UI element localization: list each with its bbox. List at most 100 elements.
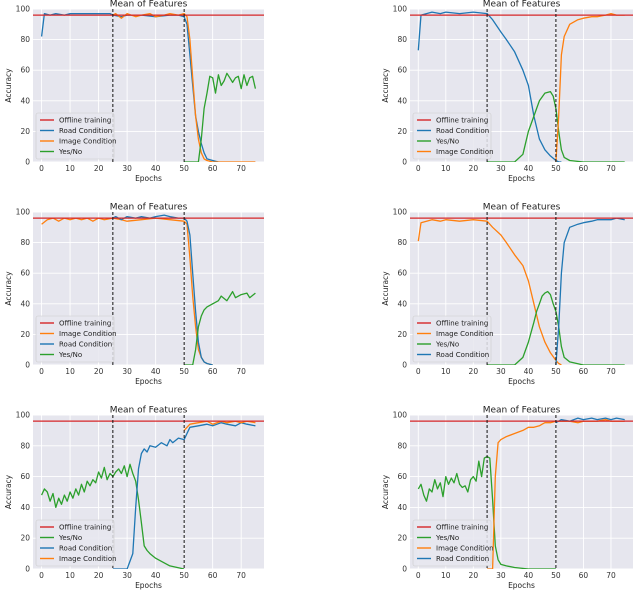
chart-2-ytick-label: 80 — [397, 35, 407, 44]
chart-2-xtick-label: 50 — [551, 164, 561, 173]
chart-1-legend: Offline training Road Condition Image Cond… — [35, 112, 117, 160]
chart-5-xtick-label: 70 — [236, 571, 246, 580]
chart-5-title: Mean of Features — [110, 406, 188, 416]
chart-1-ytick-label: 40 — [20, 96, 30, 105]
chart-3-ytick-label: 100 — [16, 208, 31, 217]
chart-3-ylabel: Accuracy — [4, 271, 13, 306]
chart-1-xtick-label: 20 — [94, 164, 104, 173]
chart-3-ytick-label: 80 — [20, 238, 30, 247]
chart-6-legend-label: Road Condition — [436, 555, 489, 563]
chart-3-xtick-label: 30 — [122, 367, 132, 376]
chart-4-xtick-label: 30 — [496, 367, 506, 376]
chart-3-xtick-label: 20 — [94, 367, 104, 376]
chart-1-title: Mean of Features — [110, 0, 188, 10]
chart-5-xlabel: Epochs — [135, 581, 162, 590]
chart-2-ytick-label: 60 — [397, 66, 407, 75]
chart-2-series-image-condition — [555, 12, 625, 162]
chart-1-ytick-label: 20 — [20, 127, 30, 136]
chart-4-xtick-label: 70 — [606, 367, 616, 376]
chart-5-xtick-label: 20 — [94, 571, 104, 580]
chart-2-ylabel: Accuracy — [381, 68, 390, 103]
chart-4-xtick-label: 60 — [579, 367, 589, 376]
chart-1-legend-label: Image Condition — [59, 138, 117, 146]
chart-4-ytick-label: 40 — [397, 299, 407, 308]
chart-5-xtick-label: 60 — [208, 571, 218, 580]
chart-2-ytick-label: 40 — [397, 96, 407, 105]
chart-1-legend-label: Road Condition — [59, 127, 112, 135]
chart-2-xtick-label: 60 — [579, 164, 589, 173]
chart-6-xtick-label: 30 — [496, 571, 506, 580]
chart-2-legend: Offline training Road Condition Yes/No Imag… — [412, 112, 494, 160]
chart-4-xtick-label: 10 — [441, 367, 451, 376]
chart-2-xtick-label: 40 — [524, 164, 534, 173]
chart-5-ytick-label: 0 — [25, 565, 30, 574]
chart-4-legend-label: Road Condition — [436, 351, 489, 359]
chart-6-legend-label: Image Condition — [436, 545, 494, 553]
chart-1-xtick-label: 50 — [179, 164, 189, 173]
chart-3-xtick-label: 10 — [65, 367, 75, 376]
chart-2-series-yes-no — [487, 90, 625, 162]
chart-6-xtick-label: 40 — [524, 571, 534, 580]
chart-6-legend-label: Offline training — [436, 524, 488, 532]
chart-3-legend-label: Yes/No — [58, 351, 82, 359]
chart-4-ytick-label: 0 — [402, 361, 407, 370]
chart-2-legend-label: Road Condition — [436, 127, 489, 135]
chart-4-series-group — [410, 212, 633, 365]
chart-3-legend-box — [35, 315, 115, 363]
chart-1-xlabel: Epochs — [135, 174, 162, 183]
chart-1-ylabel: Accuracy — [4, 68, 13, 103]
chart-5-xtick-label: 50 — [179, 571, 189, 580]
chart-4-ytick-label: 100 — [393, 208, 408, 217]
chart-3-xtick-label: 0 — [39, 367, 44, 376]
chart-3-title: Mean of Features — [110, 203, 188, 213]
chart-2-legend-label: Offline training — [436, 117, 488, 125]
chart-4-legend-label: Yes/No — [435, 341, 459, 349]
chart-1-xtick-label: 60 — [208, 164, 218, 173]
chart-3-xtick-label: 50 — [179, 367, 189, 376]
chart-3-series-group — [33, 212, 264, 365]
chart-6-ytick-label: 0 — [402, 565, 407, 574]
chart-5-xtick-label: 0 — [39, 571, 44, 580]
chart-6-xtick-label: 50 — [551, 571, 561, 580]
chart-5-ytick-label: 40 — [20, 503, 30, 512]
chart-4-title: Mean of Features — [483, 203, 561, 213]
chart-6-ylabel: Accuracy — [381, 474, 390, 509]
chart-2-xtick-label: 70 — [606, 164, 616, 173]
chart-1-legend-box — [35, 112, 115, 160]
chart-3-legend-label: Road Condition — [59, 341, 112, 349]
chart-2-xtick-label: 10 — [441, 164, 451, 173]
chart-6-series-yes-no — [417, 455, 556, 569]
chart-3-xtick-label: 70 — [236, 367, 246, 376]
chart-2: 0 20 40 60 80 100 0 10 20 30 40 50 60 70 Mean of Featu… — [381, 0, 633, 183]
chart-6-title: Mean of Features — [483, 406, 561, 416]
chart-6: 0 20 40 60 80 100 0 10 20 30 40 50 60 70 Mean of Featu… — [381, 406, 633, 590]
chart-6-ytick-label: 40 — [397, 503, 407, 512]
chart-5-ylabel: Accuracy — [4, 474, 13, 509]
chart-6-ytick-label: 100 — [393, 411, 408, 420]
chart-2-ytick-label: 20 — [397, 127, 407, 136]
chart-1-legend-label: Offline training — [59, 117, 111, 125]
chart-5-xtick-label: 40 — [151, 571, 161, 580]
chart-2-xtick-label: 20 — [469, 164, 479, 173]
chart-5-xtick-label: 30 — [122, 571, 132, 580]
chart-4-series-road-condition — [555, 217, 625, 365]
chart-3-legend: Offline training Image Condition Road Cond… — [35, 315, 117, 363]
chart-5-legend-label: Offline training — [59, 524, 111, 532]
chart-3: 0 20 40 60 80 100 0 10 20 30 40 50 60 70 Mean of Featu… — [4, 203, 264, 386]
chart-3-legend-label: Offline training — [59, 320, 111, 328]
chart-4: 0 20 40 60 80 100 0 10 20 30 40 50 60 70 Mean of Featu… — [381, 203, 633, 386]
chart-5-ytick-label: 100 — [16, 411, 31, 420]
chart-3-legend-label: Image Condition — [59, 330, 117, 338]
chart-4-series-image-condition — [417, 219, 562, 365]
chart-5-ytick-label: 60 — [20, 472, 30, 481]
chart-5-legend-label: Yes/No — [58, 534, 82, 542]
chart-6-ytick-label: 20 — [397, 534, 407, 543]
chart-2-xtick-label: 30 — [496, 164, 506, 173]
chart-5-legend-label: Road Condition — [59, 545, 112, 553]
chart-2-legend-label: Image Condition — [436, 148, 494, 156]
chart-5-ytick-label: 20 — [20, 534, 30, 543]
chart-4-xtick-label: 40 — [524, 367, 534, 376]
chart-6-legend-label: Yes/No — [435, 534, 459, 542]
chart-2-title: Mean of Features — [483, 0, 561, 10]
